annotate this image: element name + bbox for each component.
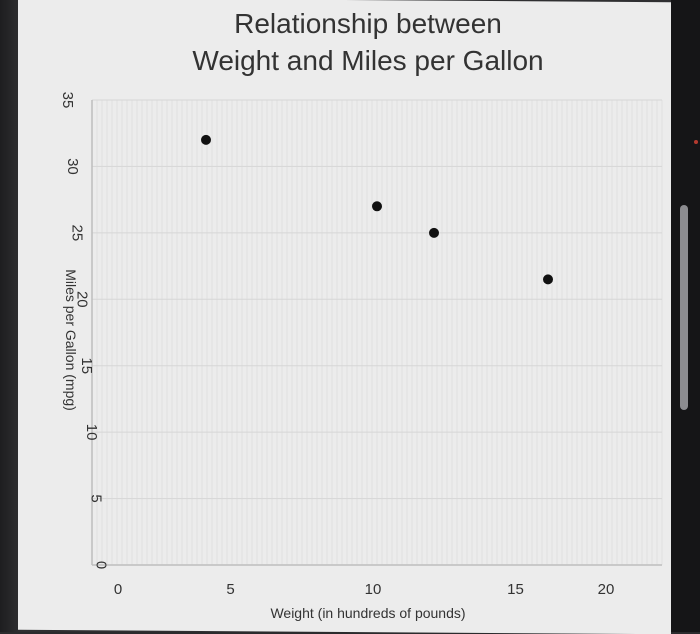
x-tick-label: 0 <box>114 581 122 598</box>
axes <box>91 100 662 566</box>
y-tick-label: 5 <box>88 494 105 502</box>
x-tick-labels: 0 5 10 15 20 <box>114 581 615 598</box>
y-axis-label: Miles per Gallon (mpg) <box>63 269 79 411</box>
scrollbar-thumb[interactable] <box>680 205 688 410</box>
y-tick-label: 20 <box>73 291 90 308</box>
y-tick-labels: 0 5 10 15 20 25 30 35 <box>59 92 109 570</box>
x-tick-label: 15 <box>507 581 524 598</box>
y-tick-label: 0 <box>92 561 109 569</box>
x-axis-label: Weight (in hundreds of pounds) <box>270 605 465 621</box>
y-tick-label: 35 <box>59 92 76 109</box>
y-tick-label: 10 <box>83 424 100 441</box>
y-tick-label: 15 <box>78 357 95 374</box>
data-point <box>372 201 382 212</box>
grid-lines <box>91 99 663 566</box>
data-point <box>201 134 211 145</box>
x-tick-label: 5 <box>226 581 234 598</box>
x-tick-label: 10 <box>365 581 382 598</box>
chart-title-line-1: Relationship between <box>234 8 502 39</box>
x-tick-label: 20 <box>598 581 615 598</box>
y-tick-label: 30 <box>64 158 81 175</box>
data-points <box>201 134 553 285</box>
chart-title-line-2: Weight and Miles per Gallon <box>192 45 543 76</box>
y-tick-label: 25 <box>69 225 86 242</box>
data-point <box>429 227 439 238</box>
indicator-light <box>694 140 698 144</box>
data-point <box>543 274 553 285</box>
